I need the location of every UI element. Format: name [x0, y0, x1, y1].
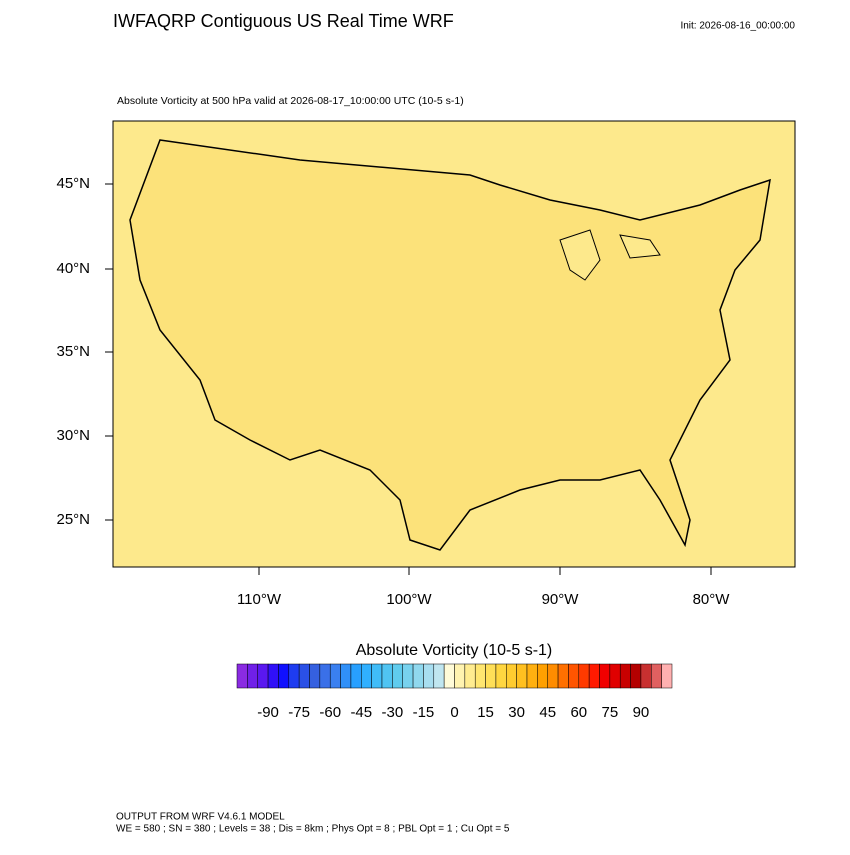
colorbar-box	[599, 663, 611, 689]
colorbar-box	[247, 663, 258, 689]
colorbar-box	[526, 663, 538, 689]
colorbar-box	[640, 663, 652, 689]
lat-label: 25°N	[56, 511, 90, 528]
colorbar-box	[547, 663, 559, 689]
footer-line: OUTPUT FROM WRF V4.6.1 MODEL	[116, 812, 285, 823]
lon-label: 110°W	[237, 591, 282, 608]
colorbar-box	[588, 663, 600, 689]
colorbar-box	[516, 663, 528, 689]
colorbar-label: 0	[450, 704, 458, 721]
lat-label: 30°N	[56, 427, 90, 444]
colorbar-label: -60	[319, 704, 341, 721]
colorbar-label: -30	[382, 704, 404, 721]
lat-label: 40°N	[56, 260, 90, 277]
colorbar-label: -45	[350, 704, 372, 721]
map	[112, 120, 796, 568]
colorbar-box	[350, 663, 362, 689]
colorbar-box	[236, 663, 248, 689]
lat-label: 45°N	[56, 175, 90, 192]
map-frame	[112, 120, 796, 568]
colorbar-box	[454, 663, 466, 689]
colorbar-box	[443, 663, 455, 689]
colorbar-label: 75	[602, 704, 619, 721]
colorbar-box	[319, 663, 331, 689]
title: IWFAQRP Contiguous US Real Time WRF	[113, 11, 454, 31]
colorbar-label: 30	[508, 704, 525, 721]
colorbar-box	[661, 663, 673, 689]
colorbar-box	[506, 663, 517, 689]
colorbar-label: -90	[257, 704, 279, 721]
colorbar-label: 60	[570, 704, 587, 721]
colorbar-box	[474, 663, 486, 689]
lon-label: 90°W	[542, 591, 580, 608]
colorbar-box	[361, 663, 372, 689]
colorbar-box	[298, 663, 310, 689]
colorbar-box	[278, 663, 290, 689]
init-time: Init: 2026-08-16_00:00:00	[680, 21, 795, 32]
colorbar-box	[257, 663, 269, 689]
colorbar-box	[568, 663, 580, 689]
colorbar-box	[609, 663, 621, 689]
lon-label: 100°W	[386, 591, 432, 608]
colorbar-box	[651, 663, 662, 689]
colorbar-box	[537, 663, 548, 689]
colorbar-box	[630, 663, 642, 689]
colorbar-box	[371, 663, 383, 689]
colorbar-label: -75	[288, 704, 310, 721]
colorbar-box	[495, 663, 507, 689]
colorbar-label: 15	[477, 704, 494, 721]
subtitle: Absolute Vorticity at 500 hPa valid at 2…	[117, 95, 464, 107]
colorbar-box	[340, 663, 352, 689]
footer-line: WE = 580 ; SN = 380 ; Levels = 38 ; Dis …	[116, 824, 510, 835]
colorbar-box	[619, 663, 631, 689]
colorbar-box	[578, 663, 590, 689]
colorbar-label: -15	[413, 704, 435, 721]
lat-label: 35°N	[56, 343, 90, 360]
colorbar-box	[267, 663, 279, 689]
map-axes: 45°N 40°N 35°N 30°N 25°N 110°W 100°W 90°W 80°W	[56, 175, 730, 608]
colorbar: -90 -75 -60 -45 -30 -15 0 15 30 45 60 75 90	[236, 663, 673, 721]
colorbar-box	[288, 663, 300, 689]
colorbar-box	[392, 663, 403, 689]
colorbar-box	[433, 663, 445, 689]
colorbar-box	[402, 663, 414, 689]
colorbar-label: 45	[539, 704, 556, 721]
colorbar-box	[329, 663, 341, 689]
colorbar-box	[485, 663, 497, 689]
colorbar-box	[464, 663, 476, 689]
great-lakes	[559, 229, 661, 281]
colorbar-box	[557, 663, 569, 689]
colorbar-box	[412, 663, 424, 689]
colorbar-box	[423, 663, 435, 689]
colorbar-label: 90	[633, 704, 650, 721]
colorbar-box	[309, 663, 321, 689]
colorbar-box	[381, 663, 393, 689]
lon-label: 80°W	[693, 591, 731, 608]
colorbar-title: Absolute Vorticity (10-5 s-1)	[356, 642, 553, 659]
us-outline	[129, 139, 771, 551]
